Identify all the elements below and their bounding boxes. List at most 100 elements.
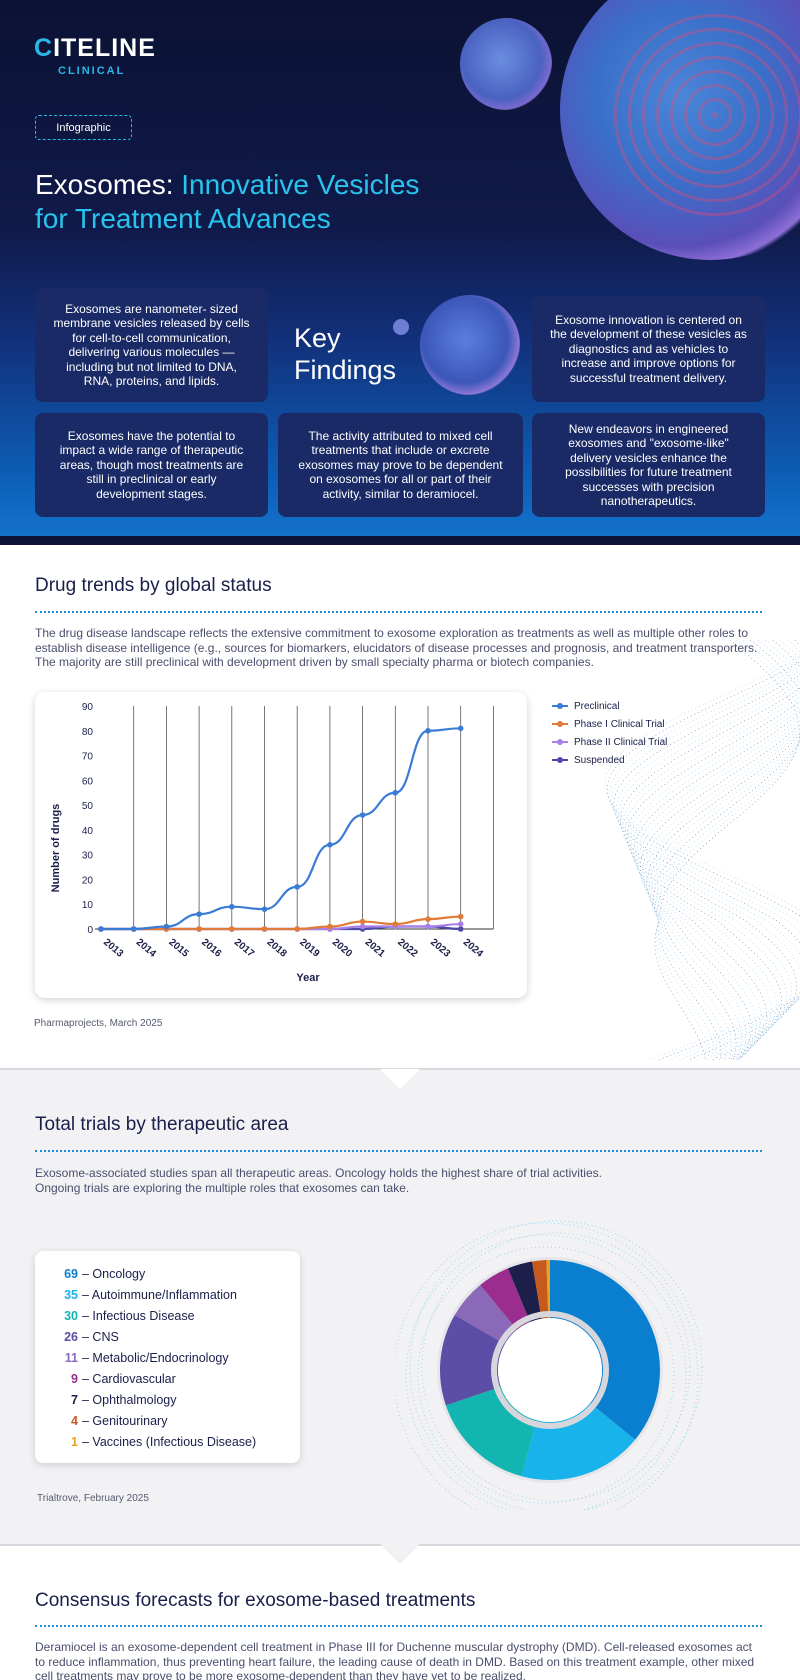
point-preclinical-2019 xyxy=(294,884,301,890)
hero-banner: CITELINE CLINICAL Infographic Exosomes: … xyxy=(0,0,800,545)
section2-text-line1: Exosome-associated studies span all ther… xyxy=(35,1166,602,1180)
key-findings-line2: Findings xyxy=(294,355,397,385)
section2-title: Total trials by therapeutic area xyxy=(35,1114,289,1135)
y-tick-label-50: 50 xyxy=(82,801,94,812)
ta-row-oncology: 69 – Oncology xyxy=(60,1263,300,1284)
ta-count-autoimmune-inflammation: 35 xyxy=(64,1287,78,1302)
x-tick-label-2021: 2021 xyxy=(363,937,387,960)
ta-label-ophthalmology: – Ophthalmology xyxy=(82,1392,177,1407)
donut-hole xyxy=(498,1318,602,1422)
wave-strand-5 xyxy=(648,640,800,1061)
drug-trends-chart-card: 0 10 20 30 40 50 60 70 80 90 2013 2014 2015 2016 2017 2… xyxy=(35,692,527,998)
section1-title: Drug trends by global status xyxy=(35,575,272,596)
point-preclinical-2023 xyxy=(425,727,431,734)
y-tick-label-90: 90 xyxy=(82,702,94,713)
legend-label-phase-i-clinical-trial: Phase I Clinical Trial xyxy=(574,718,665,730)
x-tick-label-2015: 2015 xyxy=(166,937,190,960)
wave-strand-0 xyxy=(654,640,800,1061)
ta-label-oncology: – Oncology xyxy=(82,1266,146,1281)
x-tick-label-2013: 2013 xyxy=(101,937,125,960)
ta-count-cns: 26 xyxy=(64,1329,78,1344)
hero-bottom-bar xyxy=(0,536,800,545)
series-line-preclinical xyxy=(101,727,461,931)
donut-halo-ring-0 xyxy=(417,1246,675,1504)
title-plain: Exosomes: xyxy=(35,169,182,200)
ta-row-ophthalmology: 7 – Ophthalmology xyxy=(60,1389,300,1410)
y-tick-label-0: 0 xyxy=(87,925,93,936)
point-phase-i-clinical-trial-2021 xyxy=(359,918,366,925)
ta-label-autoimmune-inflammation: – Autoimmune/Inflammation xyxy=(82,1287,237,1302)
ta-label-metabolic-endocrinology: – Metabolic/Endocrinology xyxy=(82,1350,229,1365)
point-preclinical-2021 xyxy=(359,812,366,818)
x-tick-label-2024: 2024 xyxy=(461,937,485,960)
wave-strand-1 xyxy=(655,640,800,1061)
point-preclinical-2020 xyxy=(327,841,333,848)
finding-card-1: Exosomes are nanometer- sized membrane v… xyxy=(35,288,268,402)
point-preclinical-2016 xyxy=(196,911,202,917)
donut-halo-ring-3 xyxy=(409,1220,703,1514)
finding-card-4: The activity attributed to mixed cell tr… xyxy=(278,413,523,517)
point-preclinical-2024 xyxy=(457,725,464,732)
point-preclinical-2017 xyxy=(229,903,235,910)
point-phase-i-clinical-trial-2024 xyxy=(457,913,464,920)
x-tick-label-2022: 2022 xyxy=(395,937,419,960)
exosome-large-texture xyxy=(610,10,800,220)
x-tick-label-2018: 2018 xyxy=(265,937,289,960)
y-tick-label-10: 10 xyxy=(82,900,94,911)
x-tick-label-2023: 2023 xyxy=(428,937,452,960)
section1-source: Pharmaprojects, March 2025 xyxy=(34,1018,163,1029)
x-tick-label-2019: 2019 xyxy=(297,937,321,960)
finding-card-3: Exosomes have the potential to impact a … xyxy=(35,413,268,517)
wave-strand-23 xyxy=(609,666,800,1061)
donut-inner-ring xyxy=(491,1311,609,1429)
ta-label-vaccines-infectious-disease-: – Vaccines (Infectious Disease) xyxy=(82,1434,257,1449)
wave-strand-16 xyxy=(624,696,800,1061)
wave-strand-12 xyxy=(633,712,800,1061)
point-phase-i-clinical-trial-2020 xyxy=(327,923,333,930)
donut-halo-ring-2 xyxy=(405,1234,687,1516)
y-tick-label-30: 30 xyxy=(82,851,94,862)
citeline-logo: CITELINE CLINICAL xyxy=(34,34,156,77)
section-notch-1 xyxy=(380,1069,420,1089)
ta-count-oncology: 69 xyxy=(64,1266,78,1281)
title-highlight-1: Innovative Vesicles xyxy=(181,169,420,200)
exosome-mid-illustration xyxy=(420,295,520,395)
point-phase-i-clinical-trial-2018 xyxy=(261,926,268,932)
section3-title: Consensus forecasts for exosome-based tr… xyxy=(35,1590,476,1611)
section2-text: Exosome-associated studies span all ther… xyxy=(35,1166,760,1195)
point-phase-ii-clinical-trial-2023 xyxy=(425,923,431,930)
drug-trends-line-chart: 0 10 20 30 40 50 60 70 80 90 2013 2014 2015 2016 2017 2… xyxy=(50,702,494,984)
donut-halo-ring-4 xyxy=(393,1222,699,1528)
section3-rule xyxy=(35,1625,762,1627)
wave-strand-7 xyxy=(644,640,800,1061)
section3-text: Deramiocel is an exosome-dependent cell … xyxy=(35,1640,755,1680)
donut-slice-cns xyxy=(440,1315,505,1406)
logo-subtitle: CLINICAL xyxy=(58,65,126,77)
ta-count-infectious-disease: 30 xyxy=(64,1308,78,1323)
point-phase-i-clinical-trial-2016 xyxy=(196,926,202,932)
point-phase-i-clinical-trial-2017 xyxy=(229,926,235,932)
section-notch-2 xyxy=(380,1544,420,1564)
legend-swatch-phase-i-clinical-trial xyxy=(552,721,568,727)
donut-slice-ophthalmology xyxy=(507,1261,542,1322)
page-title: Exosomes: Innovative Vesicles for Treatm… xyxy=(35,168,465,236)
legend-label-suspended: Suspended xyxy=(574,754,625,766)
legend-item-preclinical: Preclinical xyxy=(552,697,667,715)
legend-label-phase-ii-clinical-trial: Phase II Clinical Trial xyxy=(574,736,668,748)
donut-slice-cardiovascular xyxy=(480,1268,531,1330)
ta-label-genitourinary: – Genitourinary xyxy=(82,1413,168,1428)
x-tick-label-2017: 2017 xyxy=(232,937,256,960)
section1-text: The drug disease landscape reflects the … xyxy=(35,626,758,669)
donut-halo-ring-1 xyxy=(421,1232,691,1502)
section1-rule xyxy=(35,611,762,613)
ta-row-cardiovascular: 9 – Cardiovascular xyxy=(60,1368,300,1389)
legend-item-phase-i-clinical-trial: Phase I Clinical Trial xyxy=(552,715,667,733)
therapeutic-area-list: 69– Oncology 35– Autoimmune/Inflammation 3… xyxy=(35,1251,300,1463)
ta-row-autoimmune-inflammation: 35 – Autoimmune/Inflammation xyxy=(60,1284,300,1305)
x-tick-label-2020: 2020 xyxy=(330,937,354,960)
point-suspended-2024 xyxy=(457,926,464,932)
wave-strand-6 xyxy=(646,640,800,1061)
ta-row-genitourinary: 4 – Genitourinary xyxy=(60,1410,300,1431)
chart-legend: Preclinical Phase I Clinical Trial Phase I… xyxy=(552,697,667,769)
point-preclinical-2018 xyxy=(261,906,268,912)
